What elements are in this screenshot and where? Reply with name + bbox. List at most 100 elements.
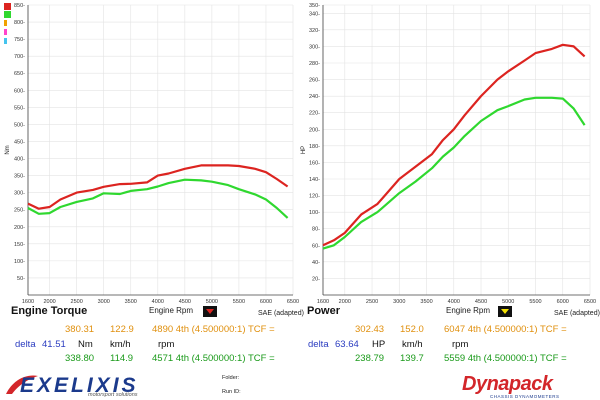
power-run2-info: 5559 4th (4.500000:1) TCF = [444,353,567,364]
power-series-1-line [322,43,586,247]
torque-y-tick-label: 750- [14,37,25,43]
power-y-tick-label: 140- [309,177,320,183]
torque-run2-speed: 114.9 [110,353,134,364]
power-y-tick-label: 350- [309,3,320,9]
torque-x-tick-label: 5500 [233,299,245,305]
power-x-tick-label: 5500 [529,299,541,305]
power-run1-value: 302.43 [355,324,385,335]
torque-x-tick-label: 3000 [98,299,110,305]
power-x-tick-label: 3000 [393,299,405,305]
torque-y-tick-label: 650- [14,71,25,77]
torque-y-tick-label: 800- [14,20,25,26]
torque-run1-value: 380.31 [65,324,95,335]
power-x-tick-label: 3500 [420,299,432,305]
power-run1-speed: 152.0 [400,324,424,335]
dynapack-tagline: CHASSIS DYNAMOMETERS [490,394,560,399]
torque-run1-speed: 122.9 [110,324,134,335]
torque-x-tick-label: 6500 [287,299,299,305]
dynapack-wordmark: Dynapack [462,373,553,395]
torque-panel-title: Engine Torque [11,305,88,317]
torque-x-tick-label: 4500 [179,299,191,305]
power-x-tick-label: 2500 [366,299,378,305]
run-id-label: Run ID: [222,389,241,395]
torque-run1-info: 4890 4th (4.500000:1) TCF = [152,324,275,335]
power-delta-rpm-unit: rpm [452,339,469,350]
power-series-2-line [322,96,586,250]
power-x-tick-label: 4500 [475,299,487,305]
exelixis-tagline: motorsport solutions [88,392,138,398]
power-y-tick-label: 180- [309,144,320,150]
torque-y-tick-label: 350- [14,174,25,180]
power-delta-value: 63.64 [335,339,359,350]
torque-cursor-marker [203,306,217,317]
torque-x-tick-label: 1600 [22,299,34,305]
torque-y-tick-label: 50- [17,276,25,282]
power-sae-label: SAE (adapted) [554,310,600,317]
torque-y-tick-label: 400- [14,157,25,163]
torque-delta-speed-unit: km/h [110,339,131,350]
power-y-axis-label: HP [301,146,307,154]
legend-swatch-3 [4,20,7,26]
power-y-tick-label: 120- [309,194,320,200]
power-x-tick-label: 1600 [317,299,329,305]
power-y-tick-label: 20- [312,276,320,282]
power-x-tick-label: 2000 [339,299,351,305]
torque-y-tick-label: 200- [14,225,25,231]
exelixis-swoosh-icon [6,375,38,394]
power-chart: 20- 40- 60- 80- 100- 120- 140- 160- 180- 200- 220-… [301,3,596,305]
torque-y-tick-label: 550- [14,105,25,111]
torque-series-1-line [27,164,289,210]
torque-delta-value: 41.51 [42,339,66,350]
torque-rpm-label: Engine Rpm [149,306,194,315]
legend-swatch-5 [4,38,7,44]
torque-y-tick-label: 100- [14,259,25,265]
power-panel-title: Power [307,305,341,317]
power-y-tick-label: 260- [309,78,320,84]
legend-swatch-4 [4,29,7,35]
torque-x-tick-label: 2500 [71,299,83,305]
folder-label: Folder: [222,375,240,381]
exelixis-wordmark: EXELIXIS [20,374,139,397]
power-y-tick-label: 280- [309,61,320,67]
torque-y-axis-label: Nm [5,145,11,154]
power-x-tick-label: 5000 [502,299,514,305]
torque-chart: 50- 100- 150- 200- 250- 300- 350- 400- 450- 500- 5… [5,3,299,305]
legend-swatch-1 [4,3,11,10]
torque-y-tick-label: 300- [14,191,25,197]
power-y-tick-label: 240- [309,94,320,100]
power-x-tick-label: 6000 [557,299,569,305]
power-run2-value: 238.79 [355,353,385,364]
power-y-tick-label: 160- [309,160,320,166]
torque-run2-value: 338.80 [65,353,95,364]
power-y-tick-label: 220- [309,111,320,117]
power-cursor-marker [498,306,512,317]
power-delta-unit: HP [372,339,386,350]
torque-x-tick-label: 3500 [125,299,137,305]
torque-x-tick-label: 5000 [206,299,218,305]
power-x-tick-label: 4000 [448,299,460,305]
power-y-tick-label: 80- [312,227,320,233]
power-run1-info: 6047 4th (4.500000:1) TCF = [444,324,567,335]
torque-x-tick-label: 4000 [152,299,164,305]
power-y-tick-label: 60- [312,243,320,249]
torque-y-tick-label: 450- [14,139,25,145]
torque-series-2-line [27,178,289,219]
torque-y-tick-label: 250- [14,208,25,214]
torque-x-tick-label: 2000 [44,299,56,305]
power-y-tick-label: 320- [309,28,320,34]
power-x-tick-label: 6500 [584,299,596,305]
power-y-tick-label: 40- [312,260,320,266]
power-rpm-label: Engine Rpm [446,306,491,315]
power-y-tick-label: 300- [309,44,320,50]
torque-run2-info: 4571 4th (4.500000:1) TCF = [152,353,275,364]
torque-delta-rpm-unit: rpm [158,339,175,350]
torque-y-tick-label: 600- [14,88,25,94]
legend-swatch-2 [4,11,11,18]
torque-y-tick-label: 150- [14,242,25,248]
power-y-tick-label: 100- [309,210,320,216]
torque-delta-label: delta [15,339,36,350]
torque-delta-unit: Nm [78,339,93,350]
power-run2-speed: 139.7 [400,353,424,364]
